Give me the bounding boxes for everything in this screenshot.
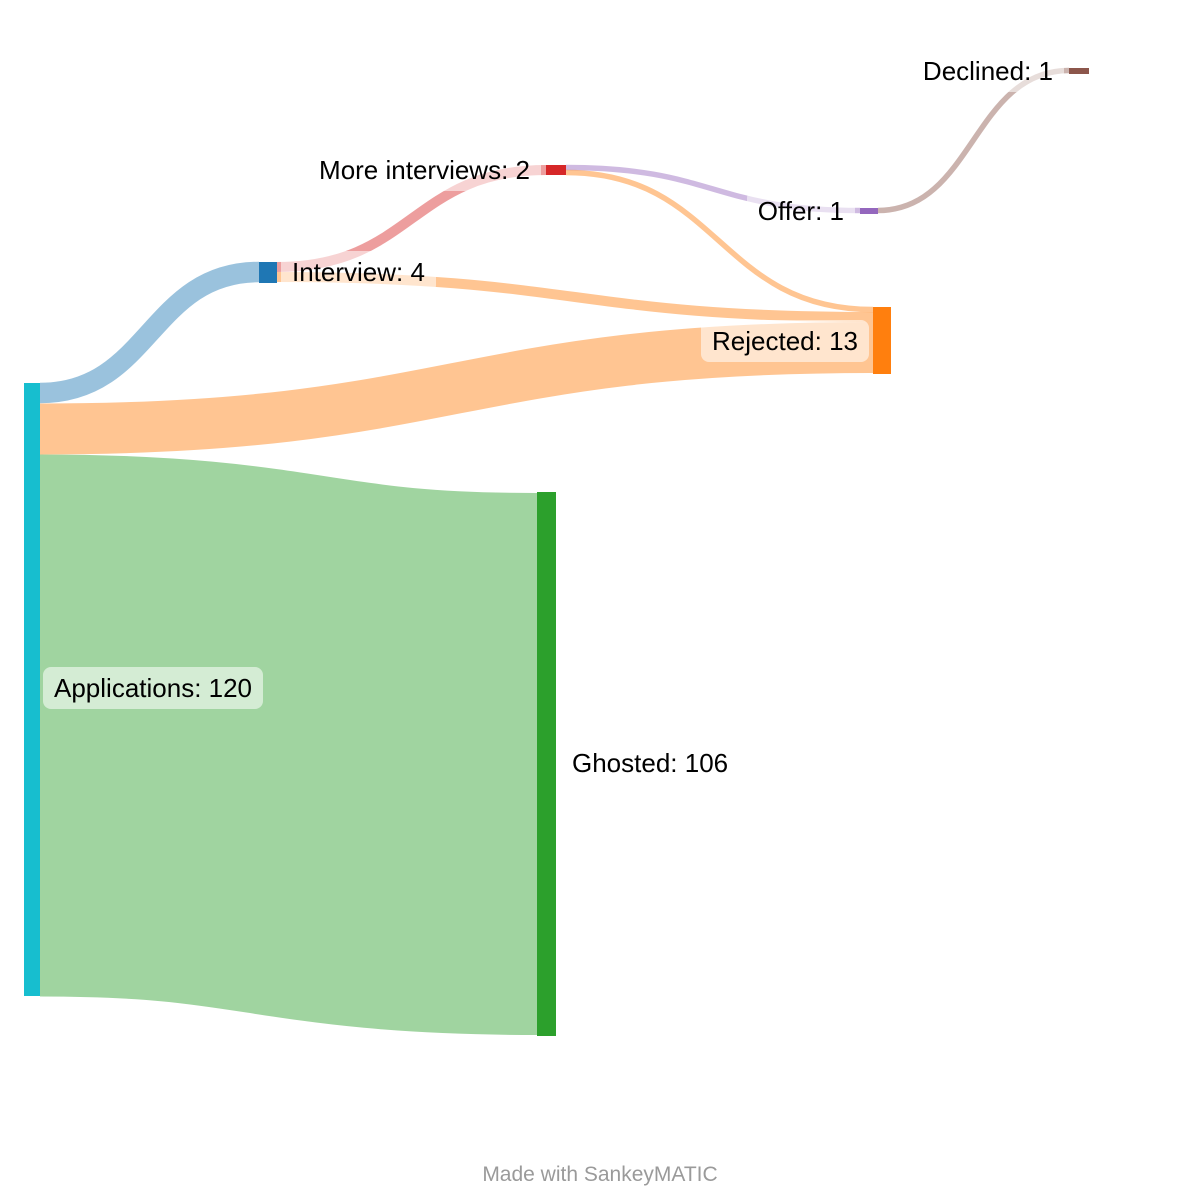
- node-declined[interactable]: [1069, 68, 1089, 74]
- node-applications[interactable]: [24, 383, 40, 996]
- link-applications-interview: [39, 261, 260, 404]
- node-interview[interactable]: [259, 262, 277, 283]
- link-applications-ghosted: [38, 454, 539, 1035]
- label-offer: Offer: 1: [746, 190, 855, 232]
- node-layer: [24, 68, 1089, 1036]
- node-more-interviews[interactable]: [546, 165, 566, 175]
- label-ghosted: Ghosted: 106: [561, 742, 740, 784]
- sankeymatic-credit: Made with SankeyMATIC: [482, 1163, 718, 1186]
- node-rejected[interactable]: [873, 307, 891, 374]
- node-offer[interactable]: [860, 208, 878, 214]
- label-declined: Declined: 1: [911, 50, 1064, 92]
- label-applications: Applications: 120: [43, 667, 264, 709]
- node-ghosted[interactable]: [537, 492, 556, 1036]
- link-more-interviews-rejected: [565, 169, 874, 313]
- label-rejected: Rejected: 13: [701, 320, 869, 362]
- label-more-interviews: More interviews: 2: [308, 149, 541, 191]
- label-interview: Interview: 4: [281, 251, 436, 293]
